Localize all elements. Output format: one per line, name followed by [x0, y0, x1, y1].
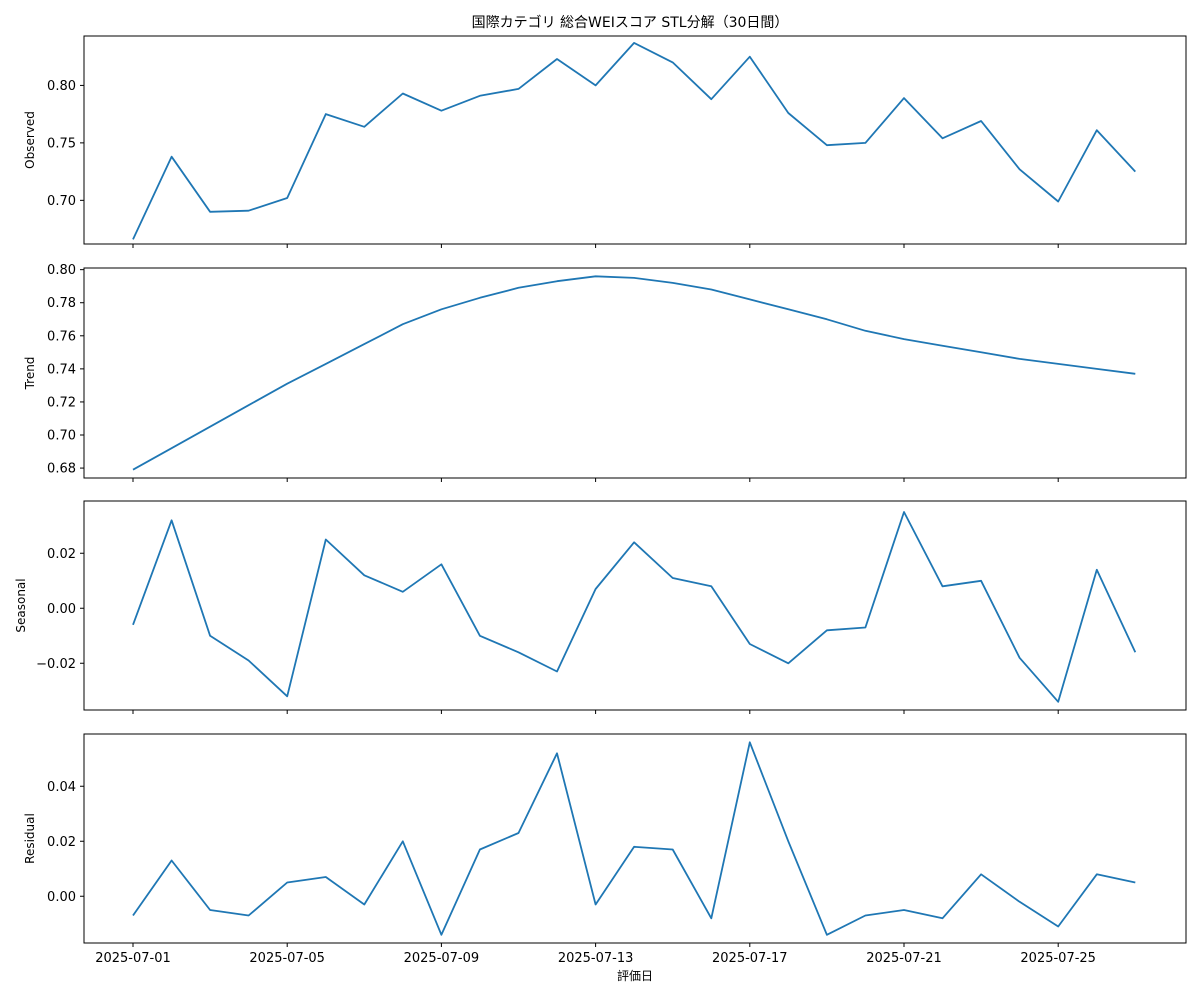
- y-tick-label: 0.80: [47, 263, 76, 278]
- x-tick-label: 2025-07-13: [558, 951, 634, 966]
- x-tick-label: 2025-07-25: [1020, 951, 1096, 966]
- panel-seasonal: −0.02 0.00 0.02 Seasonal: [14, 500, 1187, 714]
- series-line-trend: [132, 275, 1136, 471]
- y-axis-label: Trend: [23, 357, 37, 391]
- chart-title: 国際カテゴリ 総合WEIスコア STL分解（30日間）: [472, 14, 789, 31]
- plot-frame: [83, 733, 1187, 944]
- y-tick-label: 0.75: [47, 136, 76, 151]
- x-tick-label: 2025-07-05: [249, 951, 325, 966]
- x-tick-label: 2025-07-21: [866, 951, 942, 966]
- x-axis-label: 評価日: [617, 968, 653, 983]
- panels: 0.70 0.75 0.80 Observed 0.68 0.70 0.72 0.74 0.76…: [14, 35, 1187, 966]
- x-tick-label: 2025-07-17: [712, 951, 788, 966]
- y-tick-label: 0.78: [47, 296, 76, 311]
- y-tick-label: 0.00: [47, 890, 76, 905]
- y-axis-label: Seasonal: [14, 578, 28, 632]
- y-tick-label: 0.70: [47, 194, 76, 209]
- y-tick-label: 0.74: [47, 362, 76, 377]
- y-tick-label: 0.68: [47, 462, 76, 477]
- y-tick-label: −0.02: [36, 657, 76, 672]
- y-tick-label: 0.70: [47, 429, 76, 444]
- series-line-residual: [132, 741, 1136, 936]
- y-tick-label: 0.02: [47, 547, 76, 562]
- x-tick-label: 2025-07-09: [404, 951, 480, 966]
- panel-observed: 0.70 0.75 0.80 Observed: [23, 35, 1187, 248]
- series-line-observed: [132, 42, 1136, 240]
- plot-frame: [83, 500, 1187, 711]
- y-tick-label: 0.80: [47, 79, 76, 94]
- plot-frame: [83, 35, 1187, 245]
- x-tick-label: 2025-07-01: [95, 951, 171, 966]
- y-axis-label: Residual: [23, 813, 37, 864]
- series-line-seasonal: [132, 511, 1137, 703]
- y-tick-label: 0.02: [47, 835, 76, 850]
- y-tick-label: 0.76: [47, 329, 76, 344]
- y-tick-label: 0.72: [47, 395, 76, 410]
- y-tick-label: 0.04: [47, 780, 76, 795]
- panel-residual: 0.00 0.02 0.04 Residual 2025-07-01 2025-07-05…: [23, 733, 1187, 966]
- y-axis-label: Observed: [23, 111, 37, 169]
- y-tick-label: 0.00: [47, 602, 76, 617]
- panel-trend: 0.68 0.70 0.72 0.74 0.76 0.78 0.80 Trend: [23, 263, 1187, 482]
- plot-frame: [83, 267, 1187, 479]
